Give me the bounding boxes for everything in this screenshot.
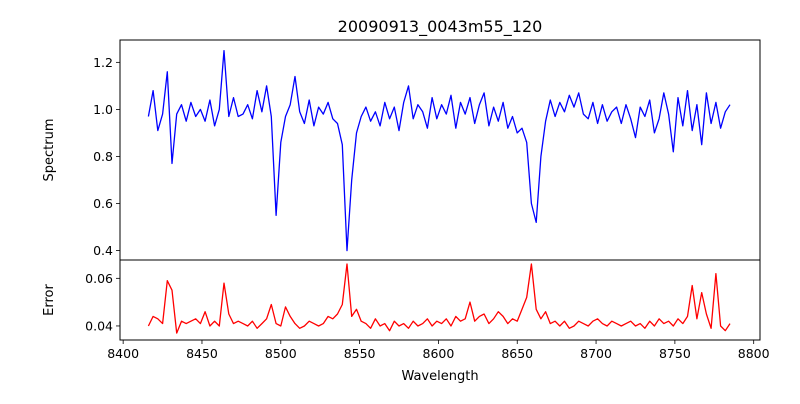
spectrum-y-tick-label: 0.6: [93, 196, 113, 211]
x-tick-label: 8450: [186, 346, 218, 361]
error-series-line: [147, 263, 731, 334]
x-tick-label: 8700: [580, 346, 612, 361]
error-y-tick-label: 0.04: [85, 318, 113, 333]
spectrum-series-line: [147, 49, 731, 252]
x-tick-label: 8400: [107, 346, 139, 361]
chart-title: 20090913_0043m55_120: [338, 17, 543, 37]
x-tick-label: 8650: [501, 346, 533, 361]
x-tick-label: 8750: [659, 346, 691, 361]
error-y-tick-label: 0.06: [85, 271, 113, 286]
x-tick-label: 8500: [265, 346, 297, 361]
spectrum-y-tick-label: 1.2: [93, 55, 113, 70]
error-axes-frame: [119, 259, 761, 341]
y-axis-label-error: Error: [42, 284, 57, 316]
spectrum-y-tick-label: 0.8: [93, 149, 113, 164]
x-tick-label: 8550: [344, 346, 376, 361]
spectrum-axes-frame: [119, 39, 761, 261]
x-tick-label: 8600: [423, 346, 455, 361]
x-tick-label: 8800: [738, 346, 770, 361]
spectrum-y-tick-label: 1.0: [93, 102, 113, 117]
y-axis-label-spectrum: Spectrum: [42, 119, 57, 182]
spectrum-y-tick-label: 0.4: [93, 243, 113, 258]
x-axis-label: Wavelength: [401, 369, 478, 384]
